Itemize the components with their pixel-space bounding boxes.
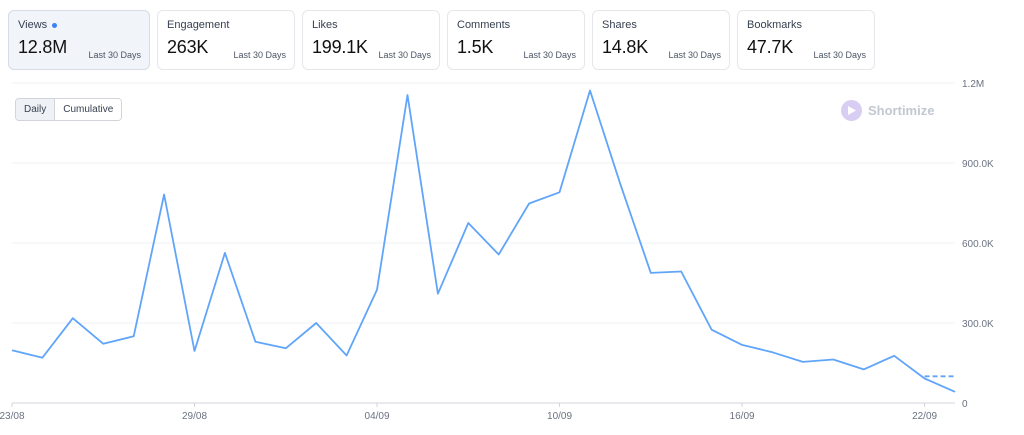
metric-title: Engagement xyxy=(167,19,230,31)
metric-value: 47.7K xyxy=(747,37,794,57)
x-tick-label: 22/09 xyxy=(912,411,937,422)
metric-period: Last 30 Days xyxy=(668,50,721,60)
watermark: Shortimize xyxy=(841,100,934,121)
metric-period: Last 30 Days xyxy=(523,50,576,60)
metric-card-likes[interactable]: Likes 199.1K Last 30 Days xyxy=(302,10,440,70)
metric-title: Bookmarks xyxy=(747,19,803,31)
metric-card-bookmarks[interactable]: Bookmarks 47.7K Last 30 Days xyxy=(737,10,875,70)
y-tick-label: 1.2M xyxy=(962,79,984,90)
x-tick-label: 16/09 xyxy=(730,411,755,422)
metric-period: Last 30 Days xyxy=(813,50,866,60)
y-tick-label: 0 xyxy=(962,399,968,410)
metric-cards: Views 12.8M Last 30 Days Engagement 263K… xyxy=(8,10,875,70)
views-series-line xyxy=(11,89,956,393)
shortimize-logo-icon xyxy=(841,100,862,121)
watermark-text: Shortimize xyxy=(868,103,935,118)
metric-period: Last 30 Days xyxy=(233,50,286,60)
x-tick-label: 29/08 xyxy=(182,411,207,422)
metric-title: Views xyxy=(18,19,48,31)
metric-card-engagement[interactable]: Engagement 263K Last 30 Days xyxy=(157,10,295,70)
metric-period: Last 30 Days xyxy=(378,50,431,60)
metric-period: Last 30 Days xyxy=(88,50,141,60)
x-tick-label: 10/09 xyxy=(547,411,572,422)
metric-title: Shares xyxy=(602,19,637,31)
y-tick-label: 900.0K xyxy=(962,159,994,170)
metric-card-views[interactable]: Views 12.8M Last 30 Days xyxy=(8,10,150,70)
metric-title: Comments xyxy=(457,19,511,31)
cumulative-button[interactable]: Cumulative xyxy=(55,99,122,120)
x-tick-label: 23/08 xyxy=(0,411,25,422)
x-tick-label: 04/09 xyxy=(365,411,390,422)
metric-card-shares[interactable]: Shares 14.8K Last 30 Days xyxy=(592,10,730,70)
metric-title: Likes xyxy=(312,19,338,31)
metric-value: 14.8K xyxy=(602,37,649,57)
metric-value: 1.5K xyxy=(457,37,494,57)
active-dot-icon xyxy=(52,22,58,28)
y-tick-label: 600.0K xyxy=(962,239,994,250)
metric-value: 263K xyxy=(167,37,209,57)
metric-value: 199.1K xyxy=(312,37,368,57)
metric-card-comments[interactable]: Comments 1.5K Last 30 Days xyxy=(447,10,585,70)
daily-button[interactable]: Daily xyxy=(16,99,56,120)
metric-value: 12.8M xyxy=(18,37,68,57)
view-mode-toggle: Daily Cumulative xyxy=(15,98,123,121)
y-tick-label: 300.0K xyxy=(962,319,994,330)
